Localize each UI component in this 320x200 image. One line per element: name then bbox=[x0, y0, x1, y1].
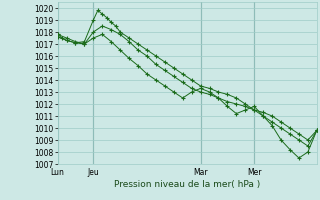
X-axis label: Pression niveau de la mer( hPa ): Pression niveau de la mer( hPa ) bbox=[114, 180, 260, 189]
